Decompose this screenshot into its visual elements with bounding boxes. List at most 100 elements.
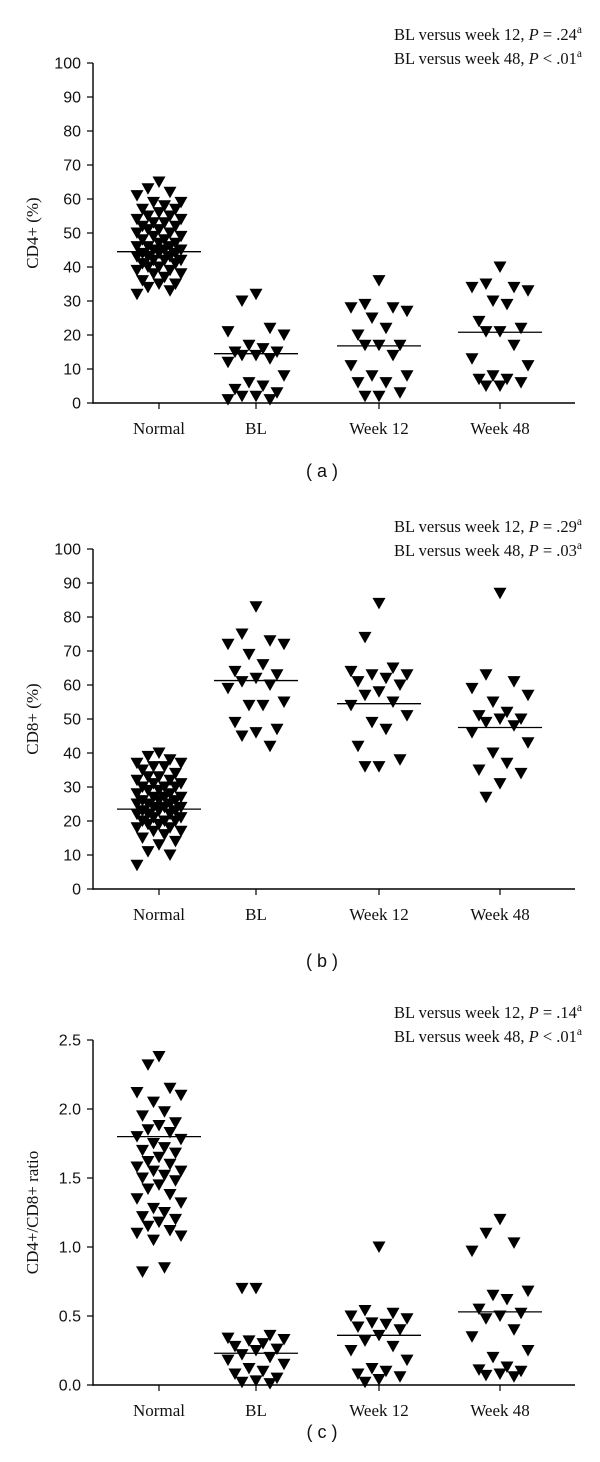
data-point-normal bbox=[158, 801, 171, 814]
data-point-week-12 bbox=[379, 377, 393, 389]
data-point-week-48 bbox=[465, 353, 479, 365]
y-tick-label: 30 bbox=[63, 780, 81, 797]
data-point-week-12 bbox=[386, 302, 400, 314]
data-point-bl bbox=[277, 370, 291, 382]
y-tick-label: 30 bbox=[63, 294, 81, 311]
data-point-week-48 bbox=[507, 720, 521, 732]
data-point-normal bbox=[163, 849, 177, 861]
data-point-normal bbox=[163, 241, 177, 253]
data-point-bl bbox=[228, 665, 242, 678]
data-point-normal bbox=[152, 1051, 166, 1063]
data-point-normal bbox=[147, 1138, 160, 1150]
data-point-week-48 bbox=[479, 1313, 493, 1325]
data-point-bl bbox=[277, 329, 291, 341]
data-point-normal bbox=[174, 791, 188, 804]
x-tick-label-bl: BL bbox=[245, 419, 267, 438]
data-point-week-12 bbox=[400, 1313, 414, 1325]
data-point-week-48 bbox=[521, 285, 535, 297]
data-point-bl bbox=[228, 1368, 242, 1380]
y-tick-label: 2.5 bbox=[59, 1033, 81, 1050]
data-point-week-48 bbox=[493, 1310, 507, 1322]
data-point-normal bbox=[174, 825, 188, 838]
data-point-normal bbox=[174, 196, 188, 209]
data-point-bl bbox=[256, 380, 270, 392]
data-point-week-12 bbox=[372, 597, 386, 610]
data-point-week-48 bbox=[486, 1351, 500, 1364]
data-point-normal bbox=[130, 288, 144, 301]
data-point-bl bbox=[235, 628, 249, 640]
data-point-normal bbox=[136, 1144, 149, 1157]
data-point-bl bbox=[270, 1372, 284, 1385]
data-point-week-48 bbox=[500, 1361, 514, 1374]
y-tick-label: 10 bbox=[63, 362, 81, 379]
data-point-normal bbox=[169, 767, 182, 780]
data-point-normal bbox=[147, 230, 160, 243]
p-value-annotation: BL versus week 12, P = .29a bbox=[394, 516, 582, 536]
p-value-annotation: BL versus week 48, P < .01a bbox=[394, 1026, 582, 1046]
data-point-normal bbox=[141, 750, 155, 763]
data-point-bl bbox=[235, 676, 249, 688]
data-point-normal bbox=[152, 224, 166, 236]
data-point-normal bbox=[136, 220, 149, 233]
y-tick-label: 0 bbox=[72, 396, 81, 413]
data-point-normal bbox=[130, 1161, 144, 1173]
data-point-week-48 bbox=[493, 587, 507, 600]
data-point-normal bbox=[169, 278, 182, 290]
data-point-normal bbox=[174, 1197, 188, 1209]
data-point-normal bbox=[158, 1106, 171, 1118]
x-tick-label-bl: BL bbox=[245, 905, 267, 924]
data-point-week-48 bbox=[479, 1369, 493, 1382]
data-point-bl bbox=[221, 638, 235, 651]
y-axis-label: CD4+/CD8+ ratio bbox=[23, 1151, 42, 1275]
data-point-normal bbox=[158, 791, 171, 804]
y-tick-label: 2.0 bbox=[59, 1102, 81, 1119]
data-point-normal bbox=[130, 1086, 144, 1099]
data-point-normal bbox=[169, 835, 182, 848]
data-point-bl bbox=[277, 638, 291, 651]
data-point-normal bbox=[158, 761, 171, 773]
data-point-week-48 bbox=[500, 373, 514, 386]
data-point-week-48 bbox=[500, 706, 514, 719]
data-point-normal bbox=[163, 1224, 177, 1237]
data-point-bl bbox=[256, 659, 270, 671]
data-point-bl bbox=[221, 356, 235, 369]
data-point-normal bbox=[158, 254, 171, 267]
data-point-normal bbox=[141, 818, 155, 831]
data-point-week-12 bbox=[358, 1335, 372, 1347]
data-point-normal bbox=[141, 784, 155, 797]
data-point-normal bbox=[136, 1172, 149, 1184]
data-point-week-48 bbox=[507, 1324, 521, 1336]
y-tick-label: 1.0 bbox=[59, 1240, 81, 1257]
data-point-week-12 bbox=[351, 1321, 365, 1334]
data-point-normal bbox=[163, 774, 177, 787]
data-point-week-12 bbox=[372, 1241, 386, 1253]
data-point-bl bbox=[235, 1349, 249, 1361]
data-point-week-12 bbox=[386, 662, 400, 674]
data-point-normal bbox=[152, 278, 166, 290]
y-tick-label: 10 bbox=[63, 848, 81, 865]
data-point-normal bbox=[136, 805, 149, 817]
data-point-bl bbox=[270, 669, 284, 681]
data-point-week-12 bbox=[400, 305, 414, 318]
data-point-normal bbox=[141, 183, 155, 195]
data-point-normal bbox=[152, 839, 166, 851]
data-point-normal bbox=[130, 808, 144, 821]
data-point-week-48 bbox=[507, 1237, 521, 1249]
data-point-week-48 bbox=[479, 380, 493, 392]
data-point-week-12 bbox=[358, 298, 372, 311]
data-point-normal bbox=[163, 754, 177, 766]
data-point-week-48 bbox=[521, 737, 535, 749]
data-point-normal bbox=[163, 264, 177, 277]
data-point-normal bbox=[141, 251, 155, 263]
data-point-normal bbox=[152, 261, 166, 273]
data-point-normal bbox=[169, 805, 182, 817]
data-point-week-48 bbox=[486, 295, 500, 307]
data-point-normal bbox=[152, 1179, 166, 1191]
panel-label: ( a ) bbox=[306, 461, 338, 481]
data-point-normal bbox=[152, 747, 166, 759]
data-point-week-12 bbox=[393, 1324, 407, 1336]
data-point-week-12 bbox=[358, 1304, 372, 1317]
x-tick-label-week-12: Week 12 bbox=[349, 419, 409, 438]
data-point-week-12 bbox=[358, 689, 372, 702]
y-tick-label: 80 bbox=[63, 124, 81, 141]
